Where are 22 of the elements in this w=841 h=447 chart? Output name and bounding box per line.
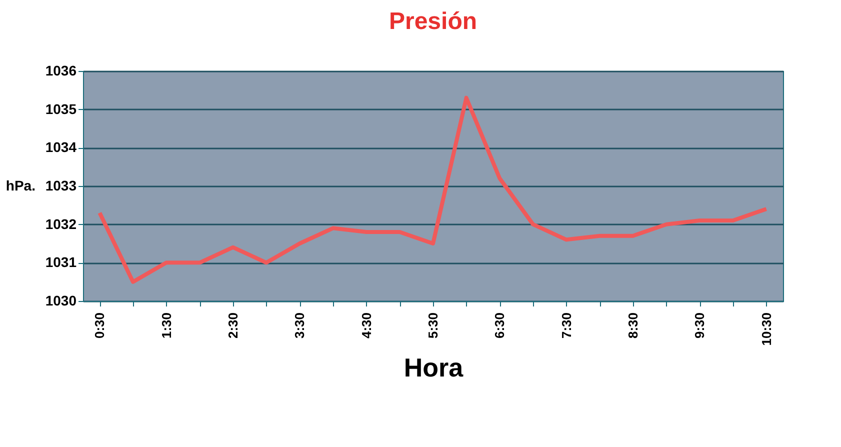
chart-title: Presión xyxy=(388,8,478,35)
y-tick-label: 1036 xyxy=(45,62,77,78)
y-tick-label: 1031 xyxy=(45,254,77,270)
x-tick-label: 5:30 xyxy=(426,312,440,339)
y-tick-label: 1034 xyxy=(45,139,77,156)
y-tick-label: 1030 xyxy=(45,292,77,308)
x-tick-label: 7:30 xyxy=(558,312,574,339)
line-series xyxy=(98,96,768,284)
x-tick-label: 3:30 xyxy=(292,312,308,339)
y-axis-title: hPa. xyxy=(6,178,36,194)
x-axis-title: Hora xyxy=(404,352,464,383)
x-tick-label: 1:30 xyxy=(158,312,174,339)
x-tick-label: 4:30 xyxy=(358,312,374,339)
y-tick-label: 1035 xyxy=(45,100,77,117)
x-tick-label: 6:30 xyxy=(492,312,508,339)
y-tick-label: 1032 xyxy=(45,216,77,232)
x-tick-label: 2:30 xyxy=(226,312,240,339)
x-tick-label: 9:30 xyxy=(692,312,708,339)
x-tick-label: 8:30 xyxy=(626,312,640,339)
x-tick-label: 0:30 xyxy=(92,312,108,339)
y-tick-label: 1033 xyxy=(45,178,77,194)
x-tick-label: 10:30 xyxy=(758,312,774,346)
